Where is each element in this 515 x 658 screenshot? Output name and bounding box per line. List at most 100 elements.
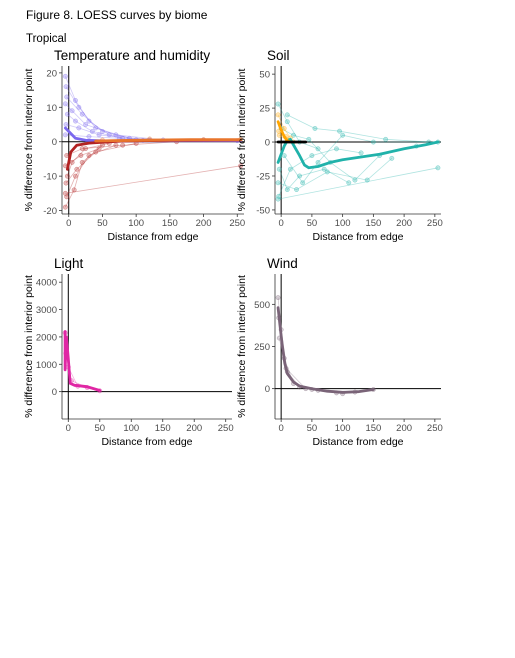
y-tick-label: -20 [43, 206, 57, 217]
raw-series-line [278, 167, 438, 200]
raw-series-line [67, 113, 123, 139]
y-tick-label: 0 [265, 138, 270, 149]
raw-series-line [278, 317, 337, 394]
raw-series-line [278, 168, 349, 191]
y-tick-label: -50 [256, 205, 270, 216]
raw-data-point [83, 122, 89, 127]
raw-data-point [74, 166, 80, 172]
raw-data-point [389, 155, 395, 161]
x-axis-label: Distance from edge [107, 231, 198, 243]
loess-curve [63, 330, 102, 392]
raw-data-point [96, 146, 102, 152]
x-tick-label: 100 [128, 218, 144, 229]
y-tick-label: 1000 [36, 360, 57, 371]
raw-data-point [113, 132, 119, 138]
raw-data-point [120, 142, 126, 148]
raw-data-point [309, 153, 315, 159]
raw-series-line [287, 114, 429, 143]
raw-data-point [275, 112, 281, 118]
raw-data-point [340, 132, 346, 138]
raw-data-point [300, 180, 306, 186]
y-axis-label: % difference from interior point [236, 275, 248, 418]
raw-data-point [63, 84, 69, 90]
raw-data-point [346, 180, 352, 186]
chart-light: Light 0 50 100 150 200 250 0 1000 2000 3000 4000 Dis… [23, 256, 234, 448]
raw-data-point [64, 94, 70, 100]
raw-data-point [275, 180, 281, 186]
x-tick-label: 150 [365, 218, 381, 229]
raw-data-point [290, 132, 296, 138]
y-tick-label: 25 [259, 104, 270, 115]
raw-data-point [321, 166, 327, 172]
raw-data-point [83, 146, 89, 152]
raw-data-point [287, 166, 293, 172]
x-tick-label: 200 [196, 218, 212, 229]
raw-data-point [86, 118, 92, 124]
raw-data-point [324, 169, 330, 175]
raw-data-point [352, 177, 358, 183]
y-tick-label: 4000 [36, 278, 57, 289]
raw-data-point [383, 136, 389, 142]
x-tick-label: 250 [229, 218, 245, 229]
x-axis-label: Distance from edge [101, 436, 192, 448]
x-tick-label: 200 [396, 423, 412, 434]
raw-data-point [73, 118, 78, 124]
raw-data-point [96, 132, 102, 138]
x-tick-label: 0 [278, 423, 283, 434]
raw-data-point [370, 139, 376, 145]
y-axis-label: % difference from interior point [23, 69, 35, 212]
x-tick-label: 250 [427, 218, 443, 229]
raw-data-point [275, 101, 281, 107]
raw-data-point [62, 204, 68, 210]
raw-data-point [63, 122, 69, 127]
x-tick-label: 200 [396, 218, 412, 229]
raw-series-line [65, 165, 241, 194]
raw-data-point [275, 295, 281, 301]
raw-data-point [76, 125, 82, 131]
panel-title: Soil [267, 48, 290, 63]
raw-data-point [64, 153, 70, 158]
raw-series-line [278, 148, 362, 197]
raw-series-line [65, 103, 164, 141]
y-tick-label: 2000 [36, 332, 57, 343]
x-tick-label: 0 [278, 218, 283, 229]
x-tick-label: 50 [307, 218, 318, 229]
raw-data-point [113, 142, 119, 148]
raw-series-line [65, 143, 137, 184]
y-axis-label: % difference from interior point [23, 275, 35, 418]
raw-series-line [65, 124, 143, 141]
raw-data-point [62, 132, 68, 138]
raw-data-point [281, 153, 287, 159]
x-tick-label: 0 [66, 423, 71, 434]
raw-series-line [65, 144, 103, 208]
raw-data-point [294, 187, 299, 193]
x-tick-label: 0 [66, 218, 71, 229]
panel-title: Wind [267, 256, 298, 271]
x-tick-label: 100 [335, 423, 351, 434]
y-tick-label: 0 [52, 387, 57, 398]
y-tick-label: 50 [259, 70, 270, 81]
x-axis-label: Distance from edge [312, 436, 403, 448]
raw-data-point [62, 73, 68, 79]
raw-series-line [277, 158, 393, 191]
raw-data-point [76, 104, 82, 110]
raw-data-point [73, 173, 78, 179]
chart-soil: Soil 0 50 100 150 200 250 -50 -25 0 25 50 Distance f… [236, 48, 443, 243]
raw-data-point [106, 132, 112, 138]
raw-data-point [79, 146, 85, 152]
panel-title: Light [54, 256, 84, 271]
x-tick-label: 250 [427, 423, 443, 434]
raw-data-point [73, 97, 78, 103]
chart-wind: Wind 0 50 100 150 200 250 0 250 500 Distance from … [236, 256, 443, 448]
y-tick-label: 0 [265, 384, 270, 395]
raw-data-point [435, 165, 441, 171]
raw-series-line [65, 86, 130, 139]
raw-data-point [62, 101, 68, 107]
biome-subheading: Tropical [26, 33, 67, 45]
raw-data-point [238, 163, 244, 169]
raw-data-point [364, 177, 370, 183]
raw-data-point [284, 119, 290, 125]
raw-data-point [99, 128, 105, 134]
y-tick-label: 500 [254, 300, 270, 311]
raw-data-point [64, 111, 70, 117]
